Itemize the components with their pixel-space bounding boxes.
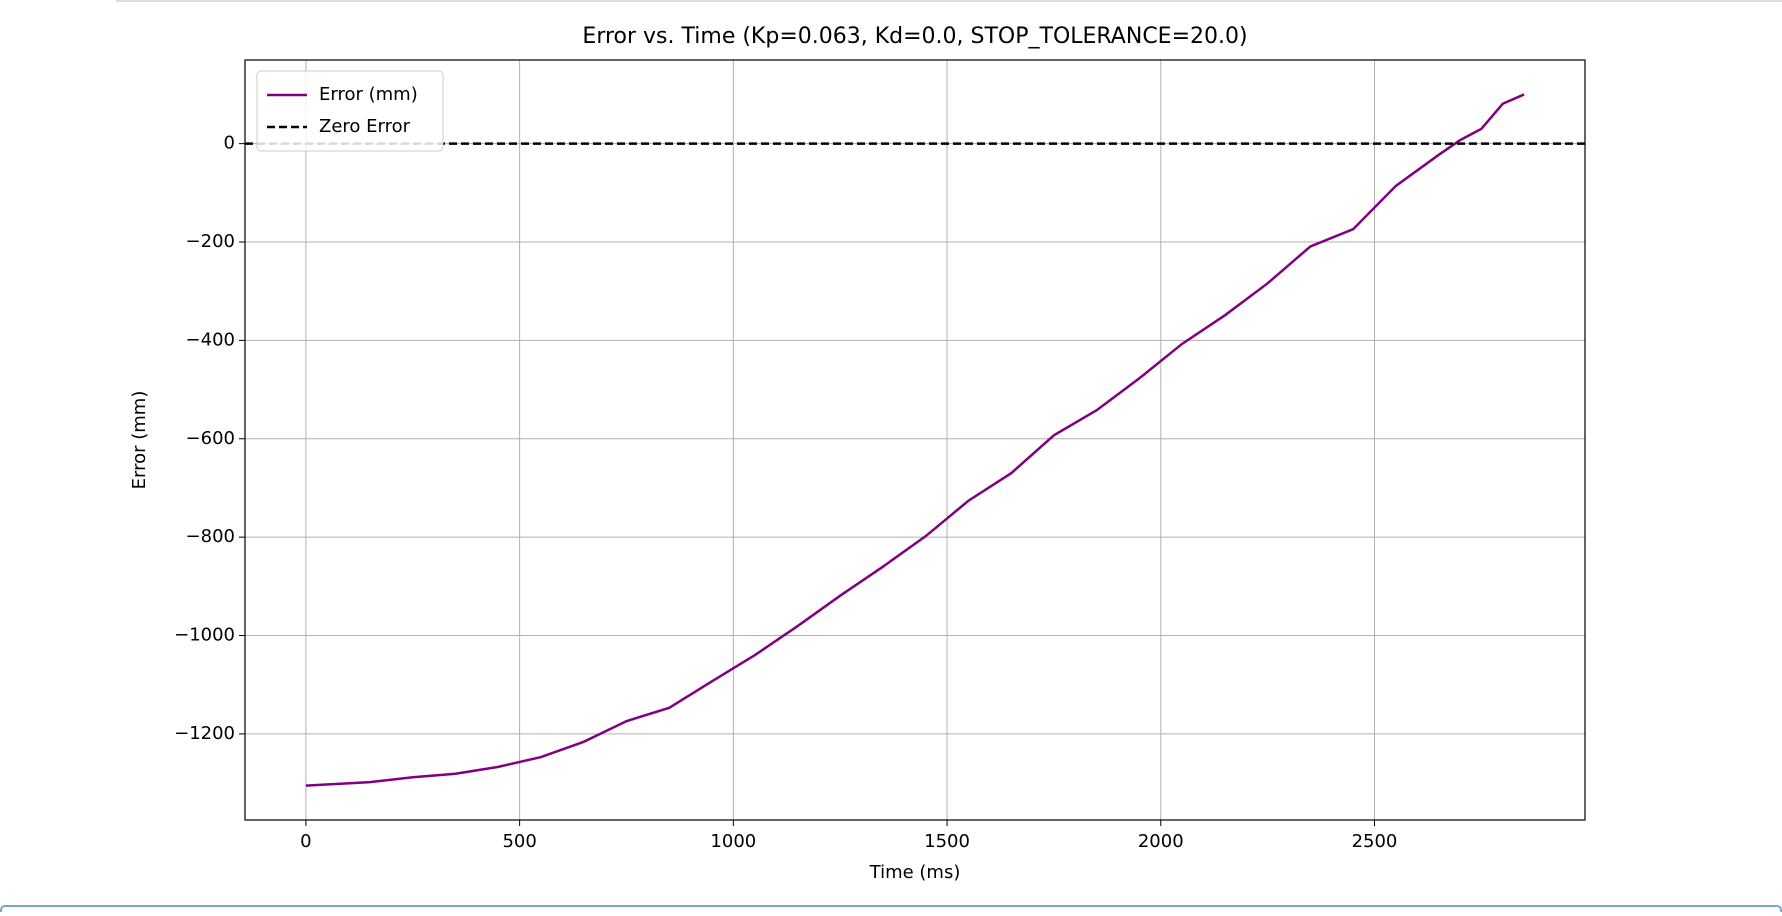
y-tick-label: −1000 (174, 625, 235, 646)
plot-frame (244, 59, 1586, 821)
y-tick-label: −800 (186, 526, 235, 547)
y-tick-label: −600 (186, 428, 235, 449)
y-axis-label: Error (mm) (129, 391, 150, 490)
x-tick-label: 1500 (924, 831, 970, 852)
x-axis-label: Time (ms) (869, 862, 961, 883)
x-tick-label: 2000 (1138, 831, 1184, 852)
frame-bottom (0, 905, 1782, 916)
legend-label: Zero Error (319, 116, 411, 137)
chart-title: Error vs. Time (Kp=0.063, Kd=0.0, STOP_T… (582, 24, 1247, 49)
legend-label: Error (mm) (319, 84, 418, 105)
y-tick-label: −1200 (174, 723, 235, 744)
data-line (305, 93, 1525, 787)
x-tick-label: 500 (502, 831, 536, 852)
x-tick-label: 0 (300, 831, 311, 852)
x-tick-label: 1000 (710, 831, 756, 852)
y-tick-label: 0 (224, 133, 235, 154)
y-tick-label: −200 (186, 231, 235, 252)
y-tick-label: −400 (186, 329, 235, 350)
legend-box (256, 70, 444, 152)
x-tick-label: 2500 (1352, 831, 1398, 852)
